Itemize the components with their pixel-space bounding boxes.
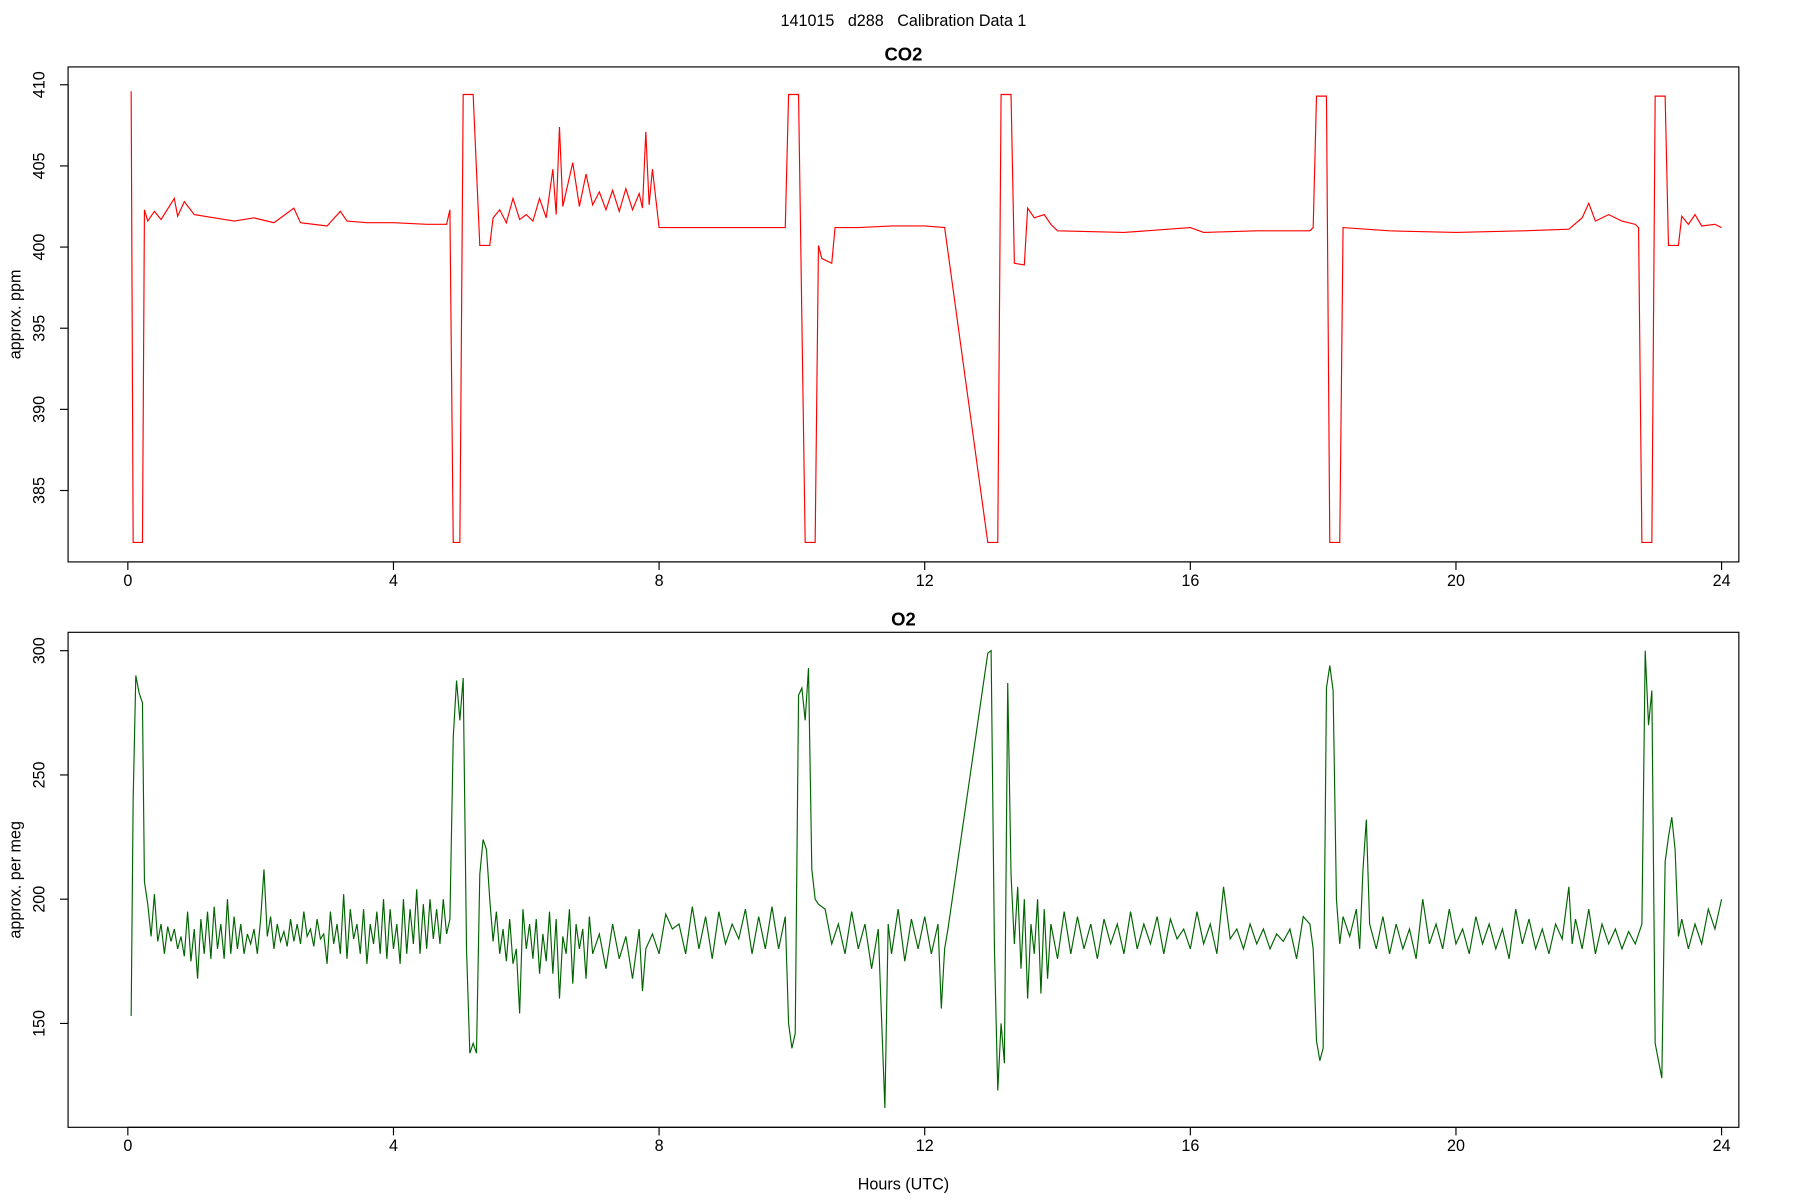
x-tick-label: 4 (389, 1137, 398, 1155)
y-tick-label: 390 (31, 396, 49, 423)
x-tick-label: 0 (123, 572, 132, 590)
plot-frame (67, 66, 1740, 563)
figure-title: 141015 d288 Calibration Data 1 (781, 12, 1027, 30)
x-tick-label: 12 (916, 572, 934, 590)
x-tick-label: 0 (123, 1137, 132, 1155)
x-tick-label: 12 (916, 1137, 934, 1155)
x-tick-label: 16 (1181, 572, 1199, 590)
y-tick-label: 150 (31, 1010, 49, 1037)
x-tick-label: 4 (389, 572, 398, 590)
data-line (130, 649, 1723, 1108)
x-axis-label: Hours (UTC) (858, 1175, 949, 1193)
y-tick-label: 300 (31, 637, 49, 664)
y-axis-label: approx. ppm (6, 270, 24, 360)
x-tick-label: 8 (655, 1137, 664, 1155)
y-tick-label: 395 (31, 315, 49, 342)
x-tick-label: 8 (655, 572, 664, 590)
panel-title: O2 (891, 609, 916, 630)
panel-title: CO2 (884, 43, 922, 64)
x-tick-label: 24 (1713, 1137, 1731, 1155)
x-tick-label: 20 (1447, 1137, 1465, 1155)
y-tick-label: 410 (31, 71, 49, 98)
x-tick-label: 16 (1181, 1137, 1199, 1155)
x-tick-label: 20 (1447, 572, 1465, 590)
y-tick-label: 250 (31, 761, 49, 788)
data-line (130, 91, 1722, 544)
y-tick-label: 405 (31, 152, 49, 179)
y-tick-label: 385 (31, 477, 49, 504)
x-tick-label: 24 (1713, 572, 1731, 590)
plot-frame (67, 631, 1740, 1128)
y-tick-label: 200 (31, 886, 49, 913)
y-axis-label: approx. per meg (6, 821, 24, 939)
y-tick-label: 400 (31, 234, 49, 261)
